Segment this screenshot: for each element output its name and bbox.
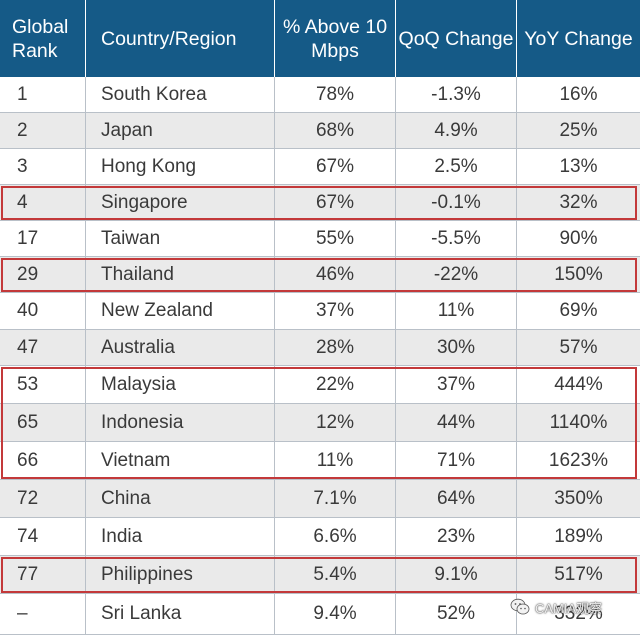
watermark: CAMIA观察 [510, 597, 602, 617]
cell-qoq: 23% [396, 518, 517, 556]
cell-country: Malaysia [86, 366, 275, 404]
cell-yoy: 90% [517, 221, 640, 257]
cell-yoy: 57% [517, 330, 640, 366]
table-row: 17 Taiwan 55% -5.5% 90% [0, 221, 640, 257]
cell-qoq: 64% [396, 480, 517, 518]
cell-qoq: 30% [396, 330, 517, 366]
table-row: 40 New Zealand 37% 11% 69% [0, 293, 640, 330]
table-row: 47 Australia 28% 30% 57% [0, 330, 640, 366]
cell-country: Taiwan [86, 221, 275, 257]
cell-rank: 65 [0, 404, 86, 442]
cell-yoy: 189% [517, 518, 640, 556]
cell-rank: 47 [0, 330, 86, 366]
cell-country: New Zealand [86, 293, 275, 330]
cell-qoq: -5.5% [396, 221, 517, 257]
cell-above: 28% [275, 330, 396, 366]
cell-qoq: 9.1% [396, 556, 517, 594]
wechat-icon [510, 598, 530, 616]
cell-rank: 72 [0, 480, 86, 518]
header-country-region: Country/Region [86, 0, 275, 77]
cell-qoq: 44% [396, 404, 517, 442]
cell-above: 67% [275, 185, 396, 221]
header-global-rank: Global Rank [0, 0, 86, 77]
cell-rank: 4 [0, 185, 86, 221]
cell-rank: 17 [0, 221, 86, 257]
cell-above: 6.6% [275, 518, 396, 556]
cell-above: 5.4% [275, 556, 396, 594]
cell-country: South Korea [86, 77, 275, 113]
cell-country: Indonesia [86, 404, 275, 442]
cell-qoq: -0.1% [396, 185, 517, 221]
cell-rank: 40 [0, 293, 86, 330]
table-row: 3 Hong Kong 67% 2.5% 13% [0, 149, 640, 185]
header-above-10mbps: % Above 10 Mbps [275, 0, 396, 77]
cell-qoq: 11% [396, 293, 517, 330]
cell-rank: 3 [0, 149, 86, 185]
cell-qoq: 52% [396, 594, 517, 635]
cell-yoy: 13% [517, 149, 640, 185]
header-yoy-change: YoY Change [517, 0, 640, 77]
cell-qoq: 37% [396, 366, 517, 404]
table-row: 77 Philippines 5.4% 9.1% 517% [0, 556, 640, 594]
cell-above: 78% [275, 77, 396, 113]
cell-above: 7.1% [275, 480, 396, 518]
table-row: 74 India 6.6% 23% 189% [0, 518, 640, 556]
table-row: 53 Malaysia 22% 37% 444% [0, 366, 640, 404]
cell-yoy: 444% [517, 366, 640, 404]
cell-country: China [86, 480, 275, 518]
cell-country: Japan [86, 113, 275, 149]
cell-qoq: 2.5% [396, 149, 517, 185]
cell-country: Hong Kong [86, 149, 275, 185]
cell-qoq: 4.9% [396, 113, 517, 149]
cell-above: 37% [275, 293, 396, 330]
cell-qoq: -22% [396, 257, 517, 293]
cell-yoy: 69% [517, 293, 640, 330]
cell-yoy: 350% [517, 480, 640, 518]
cell-rank: 74 [0, 518, 86, 556]
cell-above: 68% [275, 113, 396, 149]
cell-qoq: -1.3% [396, 77, 517, 113]
cell-country: Australia [86, 330, 275, 366]
cell-yoy: 517% [517, 556, 640, 594]
cell-rank: 2 [0, 113, 86, 149]
cell-yoy: 1623% [517, 442, 640, 480]
cell-rank: 29 [0, 257, 86, 293]
cell-rank: – [0, 594, 86, 635]
cell-above: 9.4% [275, 594, 396, 635]
cell-country: Philippines [86, 556, 275, 594]
cell-above: 46% [275, 257, 396, 293]
cell-yoy: 150% [517, 257, 640, 293]
cell-country: Sri Lanka [86, 594, 275, 635]
cell-yoy: 1140% [517, 404, 640, 442]
table-row: 65 Indonesia 12% 44% 1140% [0, 404, 640, 442]
cell-rank: 53 [0, 366, 86, 404]
cell-above: 11% [275, 442, 396, 480]
cell-country: Singapore [86, 185, 275, 221]
cell-qoq: 71% [396, 442, 517, 480]
table-row: 2 Japan 68% 4.9% 25% [0, 113, 640, 149]
cell-above: 67% [275, 149, 396, 185]
cell-above: 55% [275, 221, 396, 257]
cell-country: Vietnam [86, 442, 275, 480]
table-row: 66 Vietnam 11% 71% 1623% [0, 442, 640, 480]
table-row: 29 Thailand 46% -22% 150% [0, 257, 640, 293]
watermark-text: CAMIA观察 [535, 600, 603, 616]
table-row: 1 South Korea 78% -1.3% 16% [0, 77, 640, 113]
cell-rank: 66 [0, 442, 86, 480]
cell-above: 12% [275, 404, 396, 442]
table-row: 4 Singapore 67% -0.1% 32% [0, 185, 640, 221]
table-row: 72 China 7.1% 64% 350% [0, 480, 640, 518]
table-header: Global Rank Country/Region % Above 10 Mb… [0, 0, 640, 77]
cell-yoy: 25% [517, 113, 640, 149]
cell-above: 22% [275, 366, 396, 404]
cell-rank: 1 [0, 77, 86, 113]
header-qoq-change: QoQ Change [396, 0, 517, 77]
cell-rank: 77 [0, 556, 86, 594]
cell-country: Thailand [86, 257, 275, 293]
cell-country: India [86, 518, 275, 556]
cell-yoy: 16% [517, 77, 640, 113]
cell-yoy: 32% [517, 185, 640, 221]
